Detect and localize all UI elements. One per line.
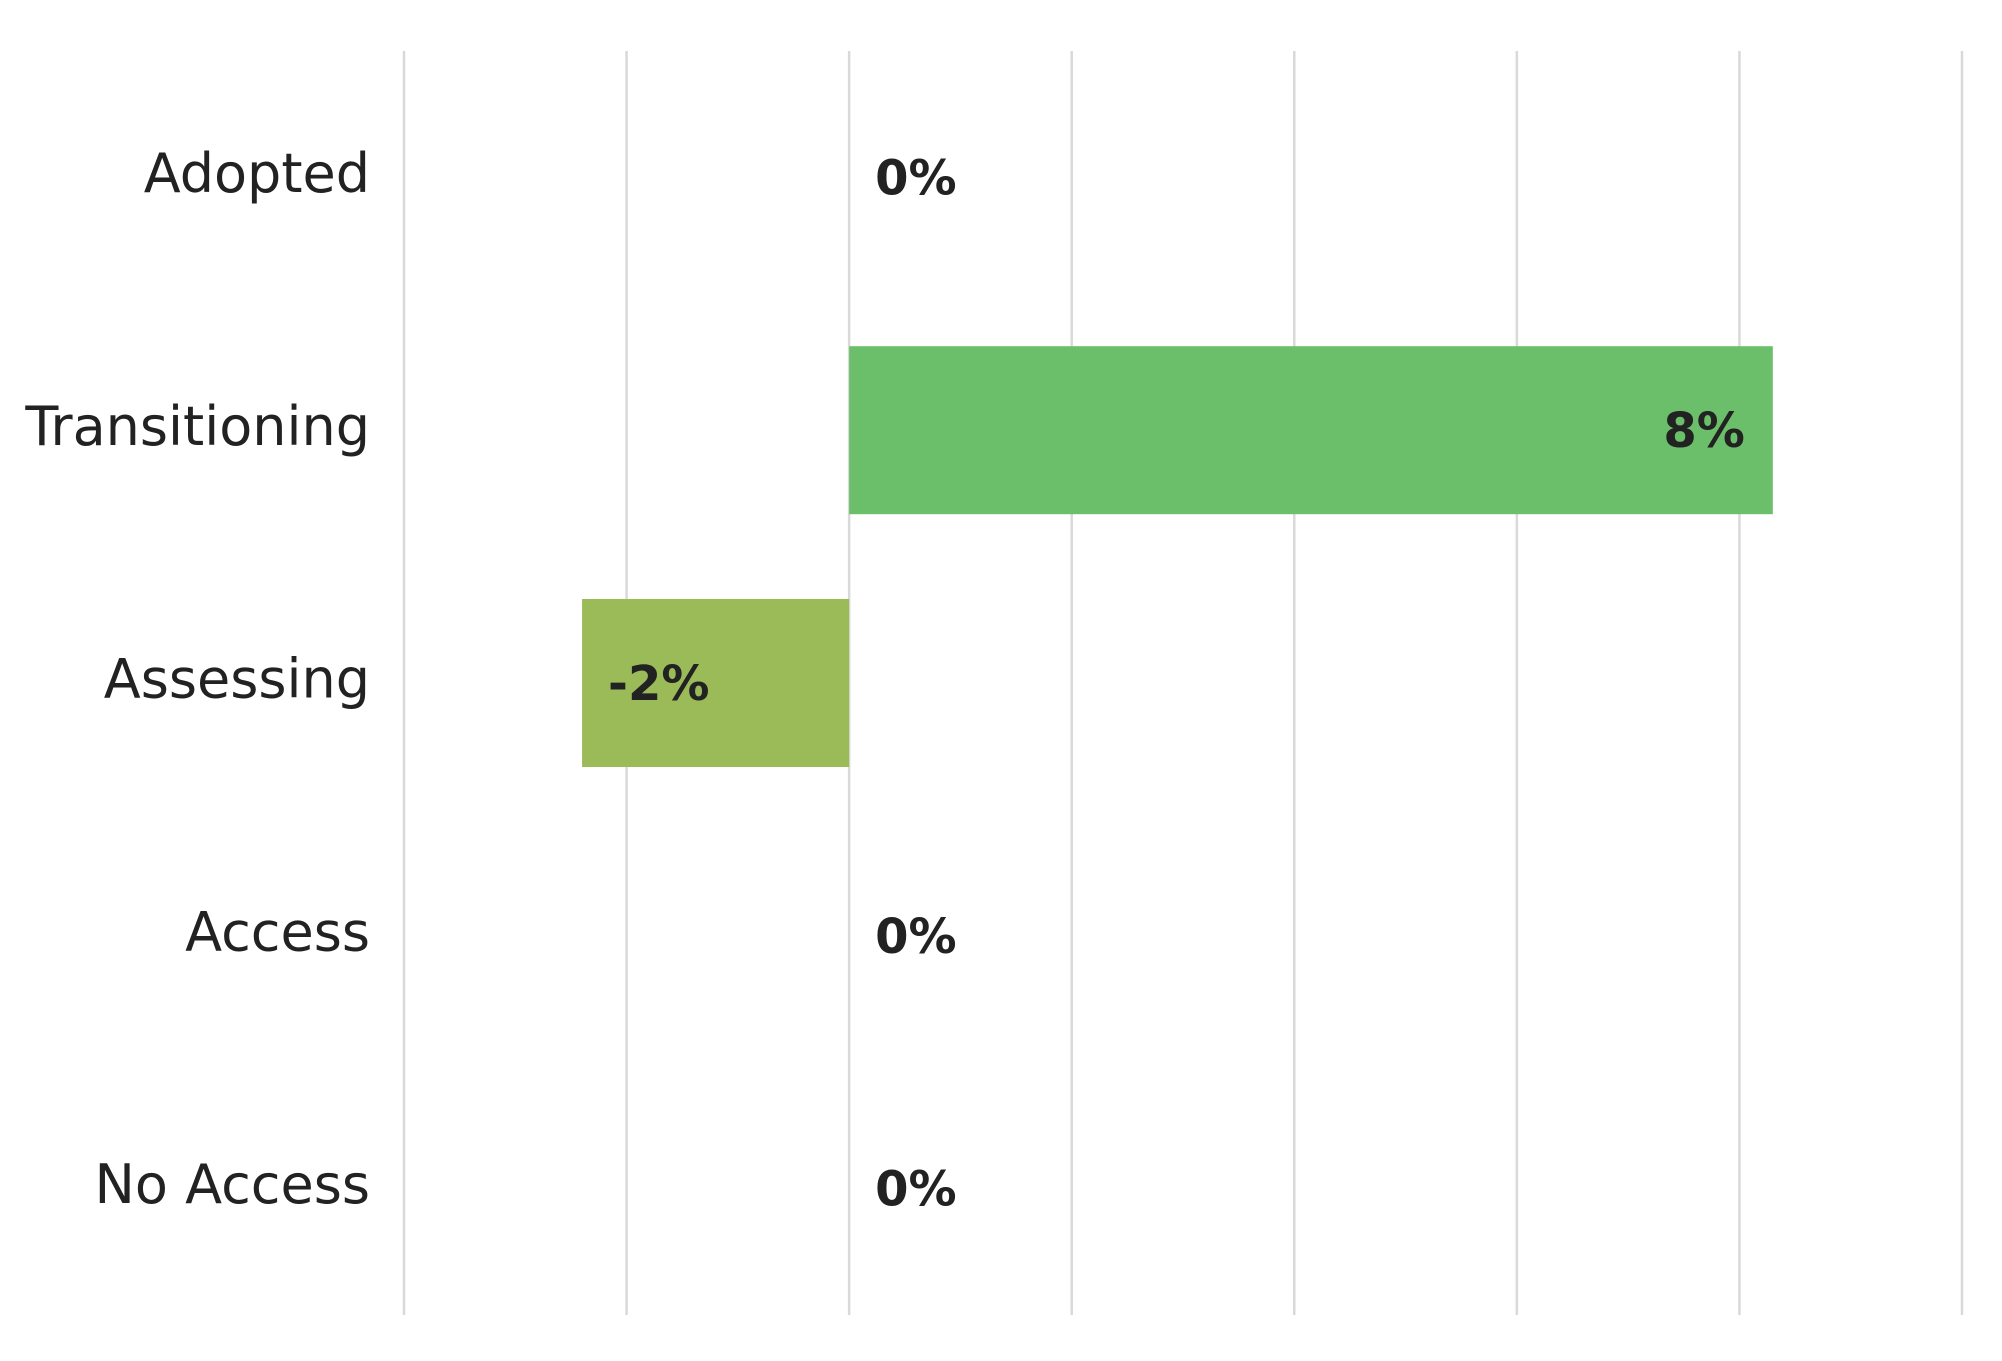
value-label: 8% [1663,403,1745,459]
value-label: 0% [875,909,957,965]
y-tick-label: Transitioning [24,395,370,458]
y-tick-label: No Access [95,1153,370,1216]
bar [849,346,1773,515]
value-label: 0% [875,1162,957,1218]
value-label: 0% [875,150,957,206]
bar [582,599,850,767]
y-tick-label: Assessing [104,648,370,711]
value-label: -2% [608,656,709,712]
y-tick-label: Access [185,900,370,963]
y-tick-label: Adopted [144,142,370,205]
